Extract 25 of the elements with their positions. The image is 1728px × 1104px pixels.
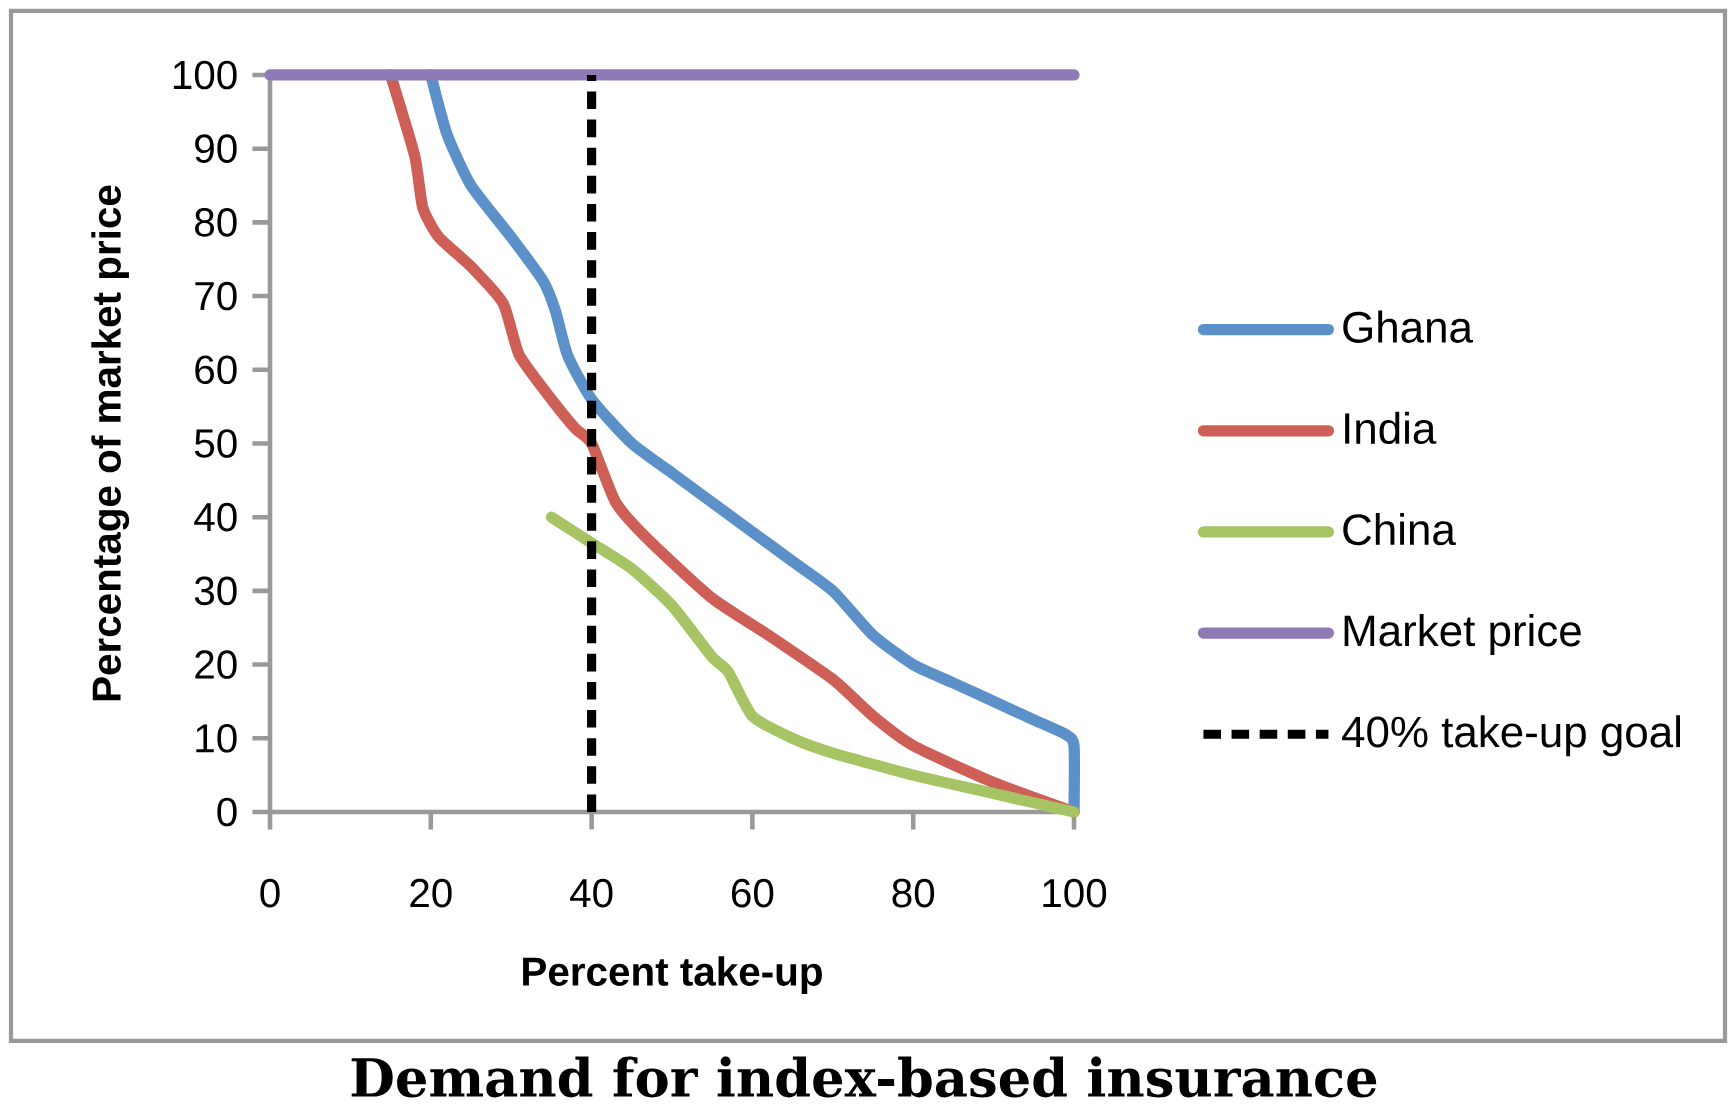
x-tick-label: 40: [570, 878, 613, 908]
legend-label: Market price: [1344, 614, 1581, 656]
legend-label: India: [1345, 411, 1437, 445]
y-tick-label: 100: [173, 60, 237, 90]
x-tick-label: 80: [892, 878, 935, 908]
x-tick-label: 20: [410, 878, 452, 908]
y-tick-label: 30: [194, 576, 237, 606]
y-tick-label: 90: [195, 134, 237, 163]
x-axis-title: Percent take-up: [523, 956, 822, 994]
y-tick-label: 70: [195, 281, 237, 311]
y-tick-label: 10: [196, 723, 237, 753]
x-tick-label: 0: [260, 878, 280, 908]
y-tick-label: 40: [194, 502, 237, 532]
x-tick-label: 100: [1043, 878, 1107, 908]
text: Demand for index-based insurance: [351, 1056, 1377, 1098]
y-axis-title: Percentage of market price: [91, 185, 130, 701]
legend-label: Ghana: [1343, 310, 1473, 343]
legend-label: China: [1343, 512, 1456, 546]
x-tick-label: 60: [731, 878, 774, 908]
y-tick-label: 60: [195, 355, 237, 385]
legend-label: 40% take-up goal: [1342, 715, 1680, 757]
y-tick-label: 50: [194, 429, 237, 458]
y-tick-label: 80: [195, 208, 237, 237]
y-tick-label: 0: [217, 797, 237, 827]
y-tick-label: 20: [195, 650, 237, 679]
